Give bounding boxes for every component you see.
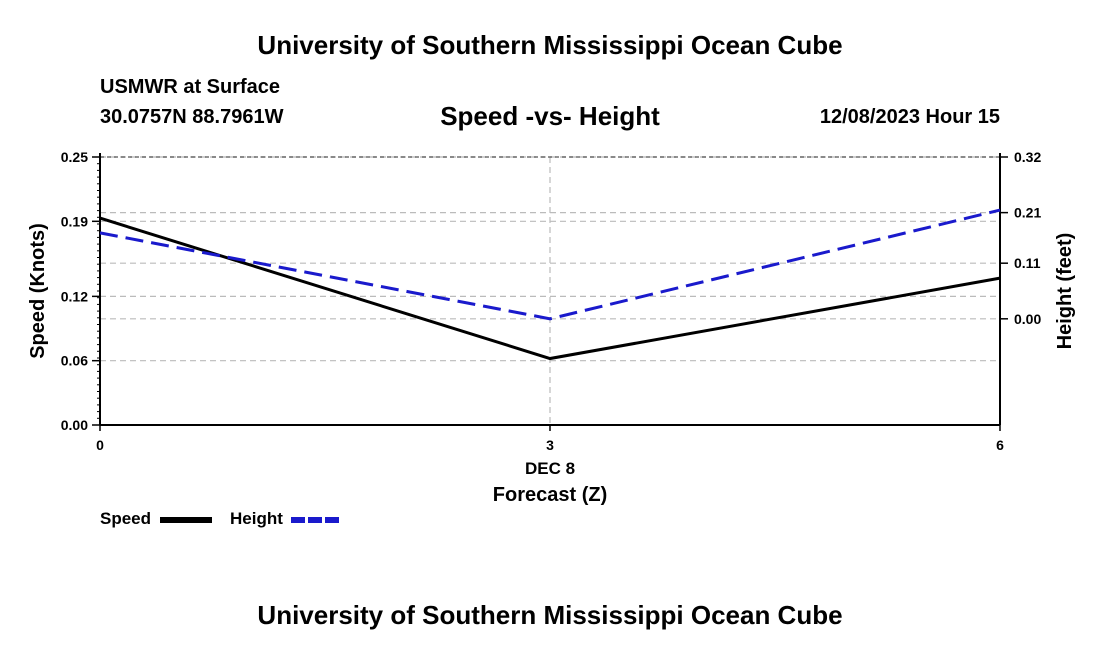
- y-tick-label: 0.12: [61, 288, 88, 304]
- y-axis-label: Speed (Knots): [27, 223, 49, 359]
- station-label: USMWR at Surface: [100, 76, 281, 98]
- y-tick-label: 0.25: [61, 149, 88, 165]
- y-tick-label: 0.00: [61, 417, 88, 433]
- y-tick-label: 0.19: [61, 213, 88, 229]
- y2-tick-label: 0.32: [1014, 149, 1041, 165]
- footer-title: University of Southern Mississippi Ocean…: [257, 600, 843, 630]
- coordinates-label: 30.0757N 88.7961W: [100, 106, 284, 128]
- y2-axis-label: Height (feet): [1054, 233, 1076, 350]
- series-line-height: [99, 208, 1001, 321]
- legend-speed-label: Speed: [100, 509, 152, 528]
- legend-height-label: Height: [230, 509, 283, 528]
- y2-tick-label: 0.11: [1014, 255, 1041, 271]
- datetime-label: 12/08/2023 Hour 15: [819, 106, 1000, 128]
- chart-title: Speed -vs- Height: [440, 101, 660, 131]
- series-line-speed: [99, 216, 1001, 361]
- page-title: University of Southern Mississippi Ocean…: [257, 30, 843, 60]
- x-tick-label: 6: [996, 437, 1004, 453]
- y2-tick-label: 0.21: [1014, 205, 1041, 221]
- y-tick-label: 0.06: [61, 353, 88, 369]
- x-tick-label: 0: [96, 437, 104, 453]
- x-tick-label: 3: [546, 437, 554, 453]
- x-axis-label: Forecast (Z): [493, 484, 607, 506]
- y2-tick-label: 0.00: [1014, 311, 1041, 327]
- x-date-label: DEC 8: [525, 459, 575, 478]
